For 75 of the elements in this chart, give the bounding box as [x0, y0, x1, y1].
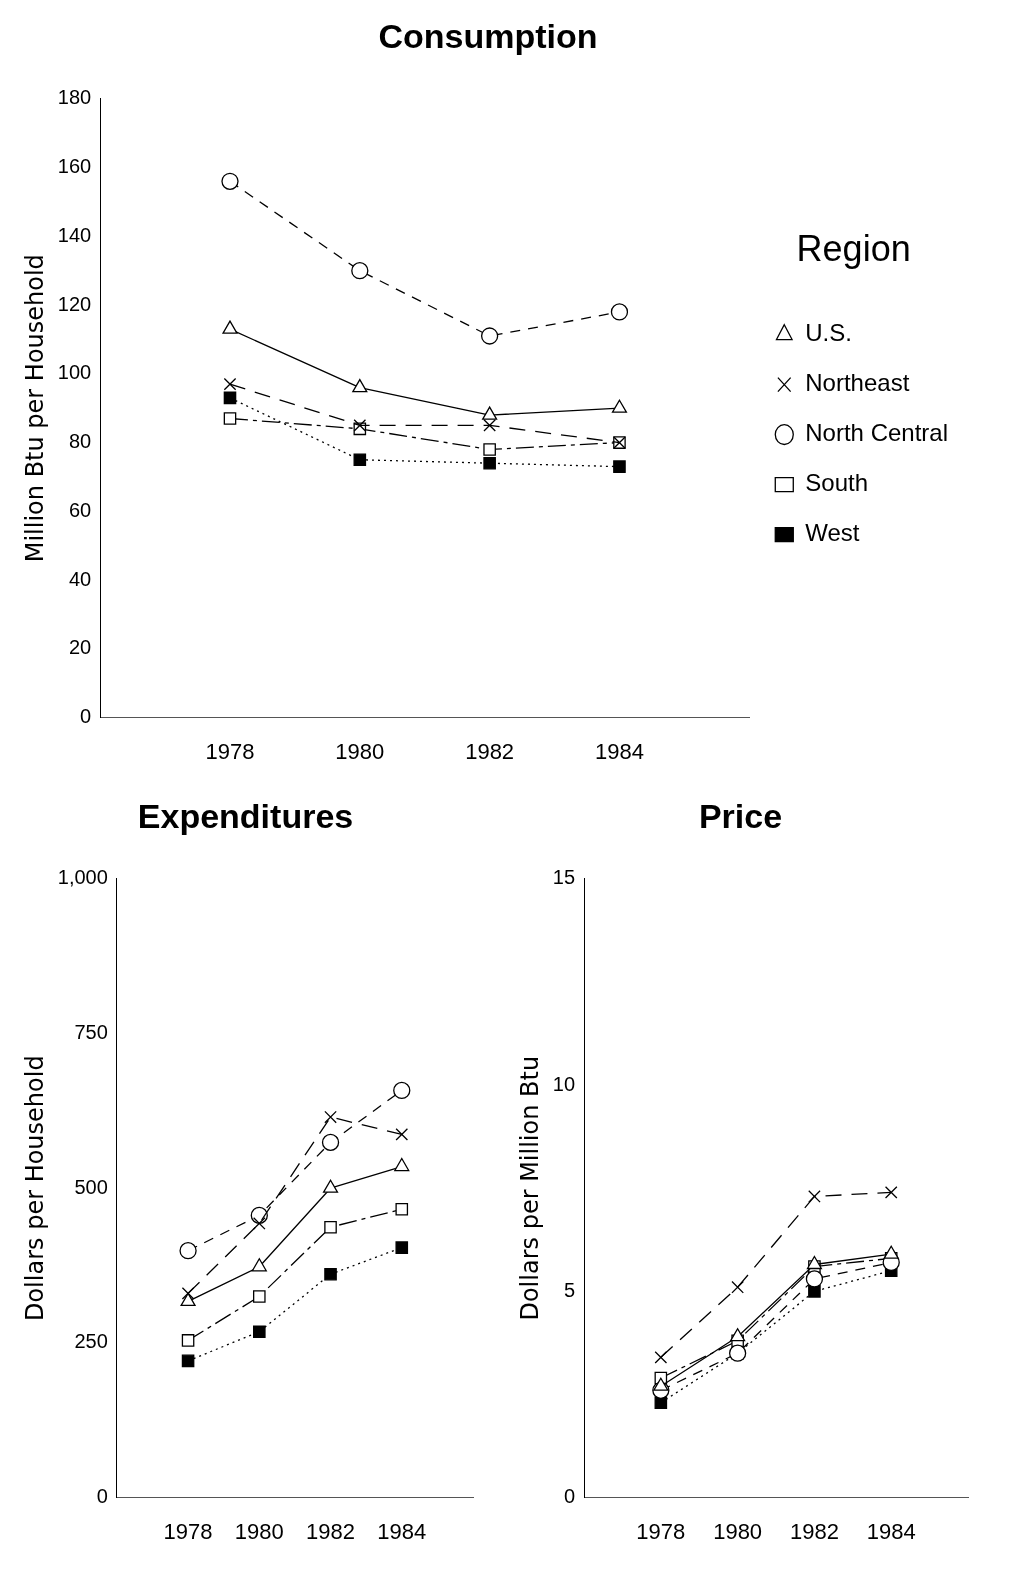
point: [181, 1287, 195, 1300]
y-tick-label: 750: [74, 1021, 108, 1044]
point: [324, 1267, 337, 1281]
point: [731, 1280, 744, 1294]
y-tick-label: 10: [552, 1072, 576, 1095]
point: [253, 1325, 266, 1339]
point: [613, 460, 626, 473]
x-tick-label: 1980: [335, 738, 385, 764]
y-tick-label: 40: [68, 567, 92, 590]
point: [223, 391, 237, 405]
x-tick-label: 1984: [866, 1518, 916, 1544]
point: [251, 1258, 267, 1272]
point: [654, 1351, 668, 1364]
legend-title: Region: [796, 228, 911, 270]
y-axis-title: Dollars per Household: [20, 1055, 49, 1322]
point: [730, 1328, 746, 1342]
point: [180, 1292, 196, 1307]
x-tick-label: 1982: [306, 1518, 356, 1544]
x-tick-label: 1982: [465, 738, 515, 764]
x-tick-label: 1984: [377, 1518, 427, 1544]
y-tick-label: 1,000: [57, 866, 108, 889]
y-tick-label: 140: [57, 223, 92, 246]
point: [324, 1220, 337, 1234]
y-tick-label: 0: [80, 705, 92, 728]
x-tick-label: 1978: [163, 1518, 213, 1544]
chart-title: Consumption: [378, 16, 598, 55]
x-tick-label: 1984: [594, 738, 644, 764]
y-tick-label: 0: [563, 1485, 576, 1508]
point: [483, 456, 496, 470]
point: [394, 1157, 410, 1172]
y-tick-label: 500: [74, 1175, 108, 1198]
point: [808, 1190, 821, 1203]
y-tick-label: 0: [96, 1485, 108, 1508]
chart-title: Price: [698, 796, 783, 835]
point: [808, 1285, 821, 1298]
point: [806, 1255, 822, 1270]
point: [395, 1241, 409, 1254]
x-tick-label: 1978: [636, 1518, 686, 1544]
y-tick-label: 180: [57, 86, 92, 109]
x-tick-label: 1982: [789, 1518, 839, 1544]
legend-label: North Central: [805, 419, 949, 447]
point: [483, 419, 496, 432]
point: [324, 1110, 337, 1124]
y-axis-title: Dollars per Million Btu: [515, 1055, 544, 1321]
y-tick-label: 60: [68, 498, 92, 521]
y-tick-label: 100: [57, 361, 92, 384]
point: [395, 1128, 409, 1141]
y-tick-label: 250: [74, 1330, 108, 1353]
y-tick-label: 15: [552, 866, 576, 889]
y-tick-label: 120: [57, 292, 92, 315]
x-tick-label: 1980: [713, 1518, 763, 1544]
x-tick-label: 1978: [205, 738, 255, 764]
y-axis-title: Million Btu per Household: [20, 254, 49, 563]
point: [884, 1186, 898, 1199]
legend-label: U.S.: [805, 319, 852, 347]
y-tick-label: 80: [68, 430, 92, 453]
y-tick-label: 20: [68, 636, 92, 659]
point: [181, 1354, 195, 1368]
point: [181, 1334, 195, 1347]
legend-label: Northeast: [805, 369, 910, 397]
x-tick-label: 1980: [234, 1518, 284, 1544]
point: [253, 1290, 266, 1303]
point: [353, 419, 367, 432]
point: [353, 453, 367, 467]
chart-title: Expenditures: [137, 796, 354, 835]
point: [395, 1202, 409, 1216]
point: [483, 443, 496, 456]
y-tick-label: 160: [57, 155, 92, 178]
legend-label: South: [805, 469, 868, 497]
point: [253, 1217, 266, 1230]
legend-label: West: [805, 519, 860, 547]
y-tick-label: 5: [563, 1278, 576, 1301]
point: [223, 377, 237, 391]
point: [322, 1179, 339, 1193]
point: [223, 412, 237, 425]
